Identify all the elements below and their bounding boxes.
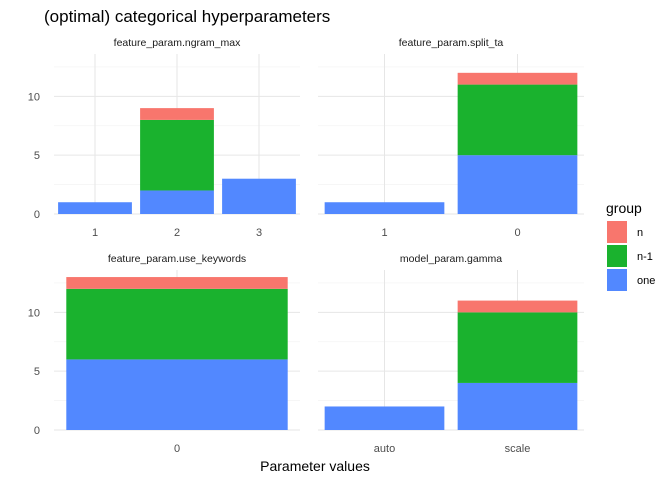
y-tick-label: 5 bbox=[34, 366, 40, 378]
y-tick-label: 10 bbox=[28, 307, 40, 319]
x-tick-label: 1 bbox=[381, 227, 387, 239]
bar-segment-n-1 bbox=[457, 84, 578, 156]
y-tick-label: 10 bbox=[28, 91, 40, 103]
bar-segment-n bbox=[140, 108, 214, 120]
x-axis-label: Parameter values bbox=[260, 458, 370, 474]
legend-title: group bbox=[606, 200, 642, 216]
legend-key-n-1 bbox=[607, 245, 627, 267]
chart-title: (optimal) categorical hyperparameters bbox=[44, 7, 330, 26]
bar-segment-n-1 bbox=[140, 119, 214, 191]
facet-title: feature_param.ngram_max bbox=[114, 37, 241, 49]
legend-label: one bbox=[637, 275, 655, 287]
bar-segment-n-1 bbox=[457, 312, 578, 383]
bar-segment-one bbox=[58, 202, 132, 214]
bar-segment-one bbox=[457, 382, 578, 430]
facet-panel: feature_param.use_keywords 0 0 5 10 bbox=[28, 253, 300, 455]
bar-segment-n bbox=[457, 300, 578, 313]
facet-panel: feature_param.split_ta 1 0 bbox=[318, 37, 584, 239]
bar-segment-one bbox=[140, 190, 214, 214]
legend-key-one bbox=[607, 269, 627, 291]
y-tick-label: 5 bbox=[34, 150, 40, 162]
bar-segment-one bbox=[66, 359, 288, 430]
bar-segment-one bbox=[324, 202, 445, 214]
x-tick-label: 0 bbox=[174, 443, 180, 455]
x-tick-label: 1 bbox=[92, 227, 98, 239]
facet-panel: feature_param.ngram_max 1 2 3 0 5 10 bbox=[28, 37, 300, 239]
legend-key-n bbox=[607, 221, 627, 243]
x-tick-label: 0 bbox=[514, 227, 520, 239]
bar-segment-one bbox=[457, 155, 578, 214]
legend-label: n bbox=[637, 227, 643, 239]
x-tick-label: 2 bbox=[174, 227, 180, 239]
bar-segment-one bbox=[222, 178, 296, 214]
x-tick-label: auto bbox=[374, 443, 395, 455]
bar-segment-n-1 bbox=[66, 288, 288, 360]
legend-label: n-1 bbox=[637, 251, 653, 263]
x-tick-label: 3 bbox=[256, 227, 262, 239]
legend: group n n-1 one bbox=[606, 200, 655, 291]
bar-segment-one bbox=[324, 406, 445, 430]
facet-title: feature_param.use_keywords bbox=[108, 253, 246, 265]
y-tick-label: 0 bbox=[34, 209, 40, 221]
facet-title: feature_param.split_ta bbox=[399, 37, 504, 49]
bar-segment-n bbox=[457, 72, 578, 85]
facet-title: model_param.gamma bbox=[400, 253, 502, 265]
bar-segment-n bbox=[66, 277, 288, 289]
y-tick-label: 0 bbox=[34, 425, 40, 437]
x-tick-label: scale bbox=[505, 443, 531, 455]
